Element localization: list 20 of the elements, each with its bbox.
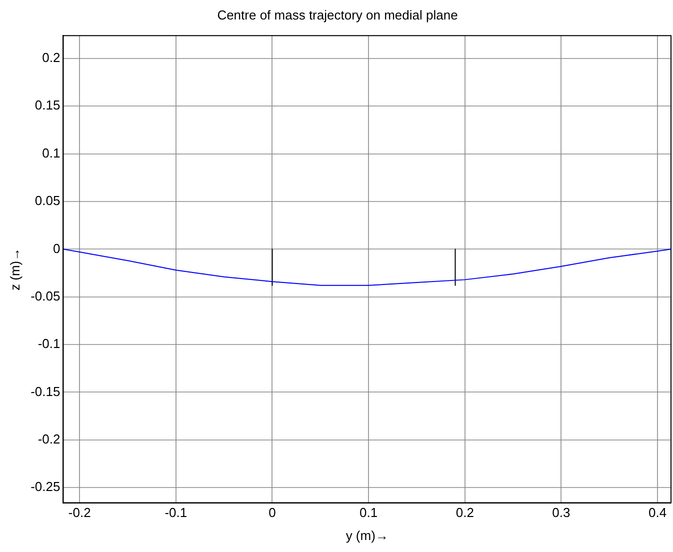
x-axis-title: y (m)→ bbox=[346, 528, 388, 543]
x-tick-label: 0.2 bbox=[456, 505, 474, 520]
chart-title: Centre of mass trajectory on medial plane bbox=[217, 7, 458, 22]
y-tick-label: -0.1 bbox=[38, 336, 60, 352]
x-tick-label: 0.1 bbox=[360, 505, 378, 520]
y-tick-label: 0 bbox=[52, 240, 60, 256]
y-tick-label: -0.2 bbox=[38, 431, 60, 446]
x-tick-label: -0.1 bbox=[164, 505, 188, 520]
y-tick-label: 0.2 bbox=[42, 50, 60, 66]
x-tick-label: 0.4 bbox=[648, 505, 667, 520]
y-axis-title: z (m)→ bbox=[7, 248, 22, 291]
y-tick-label: -0.15 bbox=[30, 384, 60, 399]
y-tick-label: -0.05 bbox=[30, 288, 60, 304]
x-tick-label: 0.3 bbox=[552, 505, 570, 520]
y-tick-label: 0.05 bbox=[34, 193, 60, 208]
y-tick-label: -0.25 bbox=[30, 479, 60, 494]
x-tick-label: -0.2 bbox=[68, 505, 91, 520]
y-tick-label: 0.1 bbox=[42, 145, 60, 160]
y-tick-label: 0.15 bbox=[34, 98, 60, 113]
x-tick-label: 0 bbox=[268, 505, 276, 520]
